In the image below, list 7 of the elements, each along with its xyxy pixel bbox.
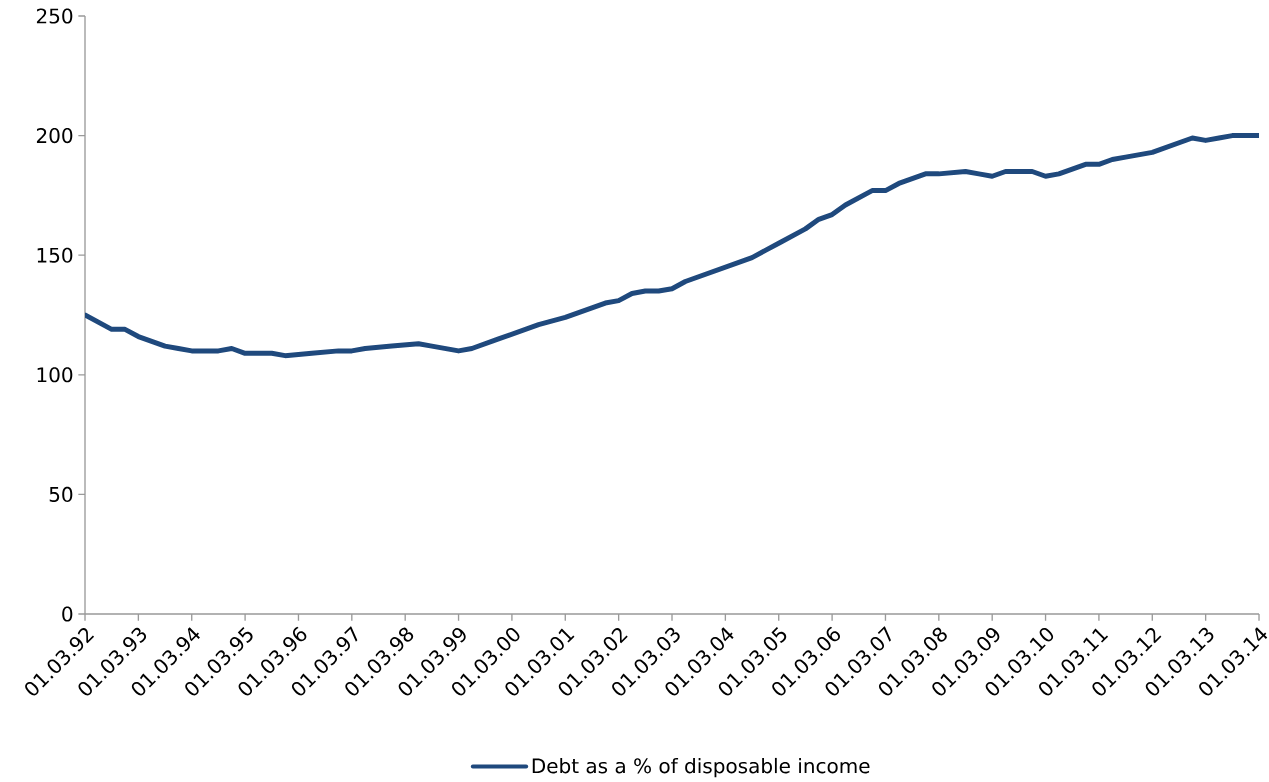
y-tick-label: 200 — [36, 128, 73, 144]
y-tick-label: 50 — [49, 486, 73, 502]
y-tick-label: 150 — [37, 247, 73, 263]
y-tick-label: 100 — [37, 367, 73, 383]
legend-label: Debt as a % of disposable income — [532, 757, 870, 778]
y-tick-label: 0 — [62, 606, 73, 622]
y-tick-label: 250 — [36, 8, 73, 24]
